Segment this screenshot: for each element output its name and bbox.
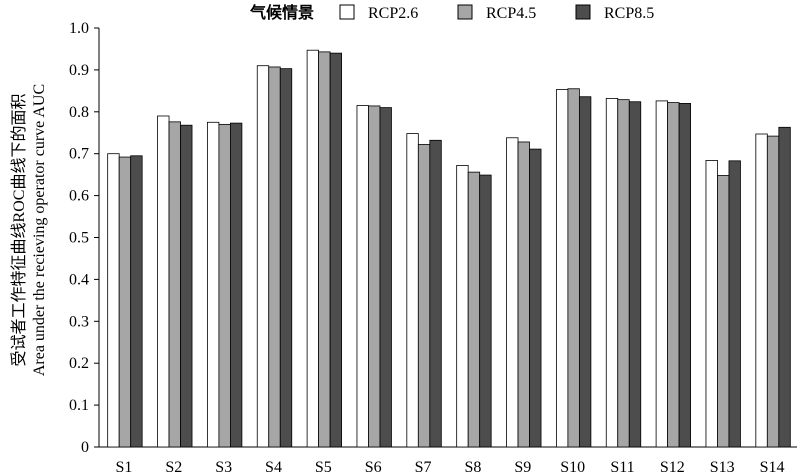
bar-rcp85-s7 — [429, 139, 442, 448]
legend-title: 气候情景 — [249, 3, 314, 22]
y-tick-label: 0.1 — [69, 397, 89, 414]
y-tick-label: 0.6 — [69, 188, 89, 205]
bar-rcp45-s1 — [118, 156, 132, 448]
bar-rcp26-s1 — [107, 153, 120, 448]
y-axis-title: 受试者工作特征曲线ROC曲线下的面积 Area under the reciev… — [10, 84, 48, 376]
bar-rcp45-s13 — [717, 175, 730, 448]
y-tick-label: 0.8 — [69, 104, 89, 121]
y-tick-label: 0.7 — [69, 146, 89, 163]
legend-swatch-rcp45 — [457, 4, 473, 20]
bar-rcp26-s14 — [755, 133, 768, 448]
bar-rcp85-s11 — [628, 101, 642, 448]
x-tick-label: S9 — [514, 459, 531, 473]
bar-rcp45-s12 — [667, 102, 680, 448]
bar-rcp26-s13 — [705, 160, 718, 448]
bar-rcp26-s11 — [605, 97, 619, 448]
bar-rcp85-s4 — [279, 68, 293, 448]
bar-rcp45-s10 — [567, 88, 580, 448]
bar-rcp26-s7 — [406, 133, 419, 448]
x-tick-label: S7 — [415, 459, 432, 473]
bar-rcp26-s4 — [256, 65, 270, 448]
x-tick-label: S3 — [215, 459, 232, 473]
y-tick-label: 0.3 — [69, 313, 89, 330]
bar-rcp85-s2 — [180, 124, 193, 448]
bar-rcp45-s2 — [168, 121, 181, 448]
x-tick-label: S6 — [365, 459, 382, 473]
legend-label: RCP8.5 — [604, 5, 654, 22]
x-tick-label: S4 — [265, 459, 282, 473]
y-axis-title-line-2: Area under the recieving operator curve … — [31, 84, 48, 376]
bar-rcp45-s5 — [318, 51, 331, 448]
x-tick-label: S11 — [610, 459, 634, 473]
bar-rcp85-s12 — [678, 103, 692, 448]
legend-swatch-rcp26 — [339, 4, 355, 20]
bar-rcp85-s6 — [379, 107, 392, 448]
y-tick-label: 0 — [81, 439, 89, 456]
bar-rcp85-s10 — [578, 96, 592, 448]
y-tick-label: 1.0 — [69, 20, 89, 37]
bar-rcp85-s3 — [229, 122, 243, 448]
bar-rcp85-s13 — [728, 160, 741, 448]
y-tick-label: 0.2 — [69, 355, 89, 372]
bar-rcp45-s8 — [467, 171, 481, 448]
bar-rcp85-s8 — [479, 174, 492, 448]
legend-swatch-rcp85 — [575, 4, 591, 20]
legend-label: RCP4.5 — [486, 5, 536, 22]
bar-rcp26-s2 — [157, 115, 170, 448]
bar-rcp45-s9 — [517, 141, 530, 448]
bar-rcp45-s14 — [766, 135, 780, 448]
y-axis-title-line-1: 受试者工作特征曲线ROC曲线下的面积 — [10, 94, 28, 367]
bar-rcp26-s6 — [356, 105, 369, 448]
bar-rcp85-s1 — [130, 155, 143, 448]
x-tick-label: S5 — [315, 459, 332, 473]
bar-rcp45-s3 — [218, 123, 231, 448]
bar-rcp45-s4 — [268, 66, 281, 448]
x-tick-label: S8 — [464, 459, 481, 473]
bar-rcp45-s7 — [417, 144, 431, 448]
bar-rcp26-s12 — [655, 100, 669, 448]
x-tick-label: S1 — [115, 459, 132, 473]
bar-rcp45-s11 — [617, 99, 630, 448]
bar-rcp45-s6 — [368, 105, 381, 448]
y-tick-label: 0.5 — [69, 230, 89, 247]
legend: 气候情景 RCP2.6 RCP4.5 RCP8.5 — [249, 3, 654, 22]
y-tick-label: 0.4 — [69, 271, 89, 288]
x-tick-label: S2 — [165, 459, 182, 473]
bar-rcp26-s5 — [306, 49, 320, 448]
bar-rcp85-s14 — [778, 126, 791, 448]
bar-rcp26-s10 — [555, 89, 569, 448]
bar-rcp85-s9 — [529, 148, 542, 448]
plot-area: 0 0.1 0.2 0.3 0.4 0.5 0.6 0.7 0.8 0.9 1.0 S1 S2 S3 S4 S… — [69, 20, 797, 473]
bar-rcp26-s8 — [456, 165, 469, 448]
bar-rcp26-s3 — [206, 121, 220, 448]
bar-rcp85-s5 — [329, 52, 343, 448]
y-tick-label: 0.9 — [69, 62, 89, 79]
x-tick-label: S10 — [560, 459, 585, 473]
bar-rcp26-s9 — [506, 137, 519, 448]
x-tick-label: S14 — [760, 459, 785, 473]
x-tick-label: S13 — [710, 459, 735, 473]
x-tick-label: S12 — [660, 459, 685, 473]
legend-label: RCP2.6 — [368, 5, 418, 22]
